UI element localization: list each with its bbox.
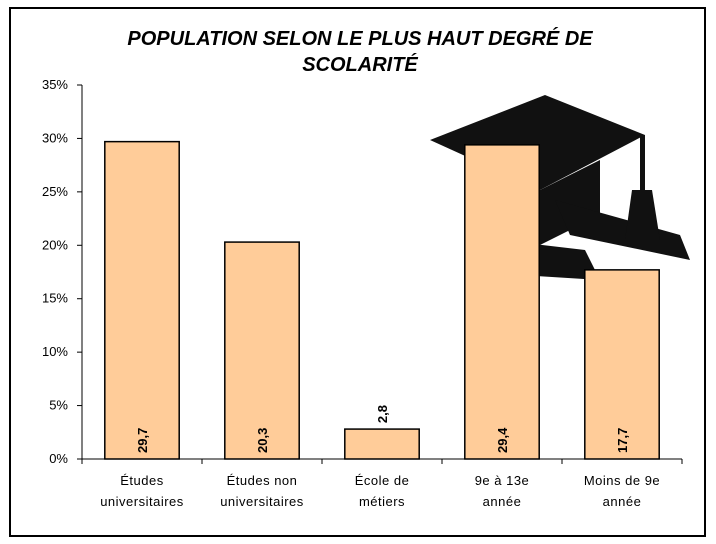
bar: [225, 242, 299, 459]
value-label: 17,7: [615, 428, 630, 453]
y-tick-label: 35%: [42, 77, 68, 92]
value-label: 29,4: [495, 427, 510, 453]
y-tick-label: 0%: [49, 451, 68, 466]
chart: POPULATION SELON LE PLUS HAUT DEGRÉ DESC…: [0, 0, 716, 544]
y-tick-label: 20%: [42, 237, 68, 252]
y-tick-label: 15%: [42, 291, 68, 306]
value-label: 20,3: [255, 428, 270, 453]
bar: [345, 429, 419, 459]
y-tick-label: 30%: [42, 130, 68, 145]
value-label: 2,8: [375, 405, 390, 423]
bar: [465, 145, 539, 459]
value-label: 29,7: [135, 428, 150, 453]
y-tick-label: 5%: [49, 398, 68, 413]
y-tick-label: 10%: [42, 344, 68, 359]
y-tick-label: 25%: [42, 184, 68, 199]
bar: [105, 142, 179, 459]
